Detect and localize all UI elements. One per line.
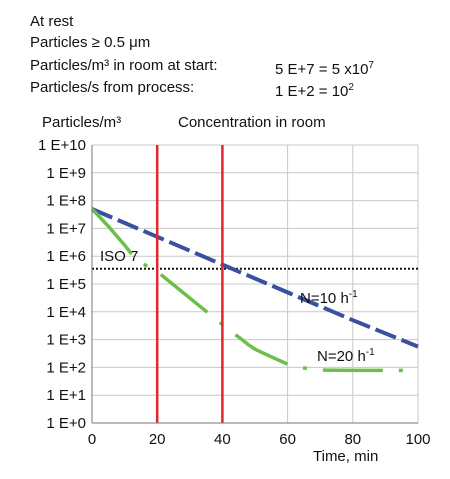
series-n20-line xyxy=(90,207,418,373)
y-tick-label: 1 E+7 xyxy=(46,220,86,237)
header-line-4: Particles/s from process: 1 E+2 = 102 xyxy=(30,78,354,100)
y-tick-label: 1 E+9 xyxy=(46,165,86,182)
process-label: Particles/s from process: xyxy=(30,79,195,96)
x-tick-label: 20 xyxy=(149,431,166,448)
start-label: Particles/m³ in room at start: xyxy=(30,57,218,74)
x-tick-label: 60 xyxy=(279,431,296,448)
series-n10-line xyxy=(91,207,419,349)
axes: 1 E+0 1 E+1 1 E+2 1 E+3 1 E+4 1 E+5 1 E+6 1 E+7… xyxy=(38,137,430,448)
x-tick-label: 80 xyxy=(344,431,361,448)
start-value: 5 E+7 = 5 x107 xyxy=(275,60,374,78)
chart-title: Concentration in room xyxy=(178,114,326,131)
x-tick-label: 100 xyxy=(405,431,430,448)
y-tick-label: 1 E+5 xyxy=(46,276,86,293)
y-tick-label: 1 E+2 xyxy=(46,359,86,376)
y-axis-label: Particles/m³ xyxy=(42,114,121,131)
grid xyxy=(92,144,419,423)
y-tick-label: 1 E+8 xyxy=(46,193,86,210)
plot-marks: ISO 7 N=10 h-1 N=20 h-1 xyxy=(90,145,419,423)
iso-7-label: ISO 7 xyxy=(100,248,138,265)
y-tick-label: 1 E+0 xyxy=(46,415,86,432)
header-line-1: At rest xyxy=(30,13,74,30)
y-tick-label: 1 E+6 xyxy=(46,248,86,265)
x-axis-label: Time, min xyxy=(313,448,378,465)
series-label: N=10 h-1 xyxy=(300,289,358,307)
header-line-2: Particles ≥ 0.5 μm xyxy=(30,34,151,51)
series-label: N=20 h-1 xyxy=(317,347,375,365)
y-tick-label: 1 E+10 xyxy=(38,137,86,154)
y-tick-label: 1 E+1 xyxy=(46,387,86,404)
header-line-3: Particles/m³ in room at start: 5 E+7 = 5… xyxy=(30,56,374,78)
process-value: 1 E+2 = 102 xyxy=(275,82,354,100)
y-tick-label: 1 E+3 xyxy=(46,332,86,349)
x-tick-label: 40 xyxy=(214,431,231,448)
y-tick-label: 1 E+4 xyxy=(46,304,86,321)
x-tick-label: 0 xyxy=(88,431,96,448)
